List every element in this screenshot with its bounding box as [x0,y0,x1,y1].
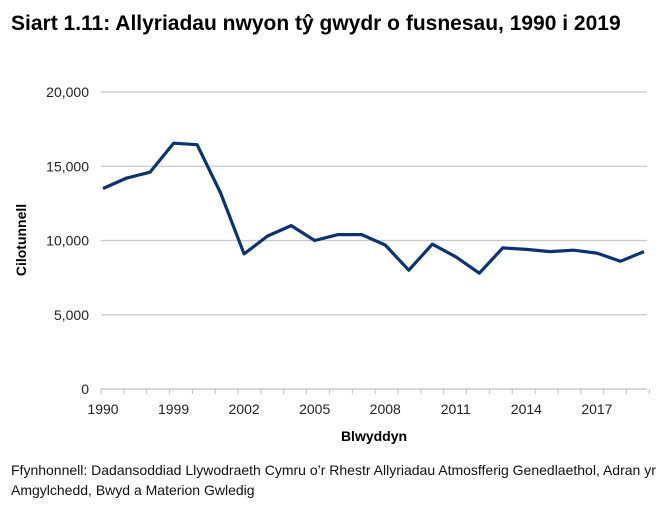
x-tick-label: 2011 [441,401,471,417]
x-axis: 1990 1999 2002 2005 2008 2011 2014 2017 [87,388,650,417]
chart-title: Siart 1.11: Allyriadau nwyon tŷ gwydr o … [11,12,621,35]
y-tick-label: 20,000 [46,84,89,100]
gridlines [101,91,647,316]
x-axis-label: Blwyddyn [341,428,407,444]
line-chart: 0 5,000 10,000 15,000 20,000 1990 1999 2002 200… [13,84,650,444]
y-tick-label: 10,000 [46,233,89,249]
x-tick-label: 1999 [158,401,189,417]
y-tick-label: 15,000 [46,158,89,174]
x-tick-label: 2014 [511,401,542,417]
y-axis-label: Cilotunnell [13,204,29,276]
y-axis-ticks: 0 5,000 10,000 15,000 20,000 [46,84,89,397]
x-tick-label: 2002 [229,401,260,417]
y-tick-label: 0 [81,381,89,397]
y-tick-label: 5,000 [54,307,89,323]
x-tick-label: 2005 [299,401,330,417]
data-line [102,141,645,275]
x-tick-label: 1990 [87,401,118,417]
source-note: Ffynhonnell: Dadansoddiad Llywodraeth Cy… [11,462,656,498]
x-tick-label: 2008 [370,401,401,417]
x-tick-label: 2017 [581,401,612,417]
